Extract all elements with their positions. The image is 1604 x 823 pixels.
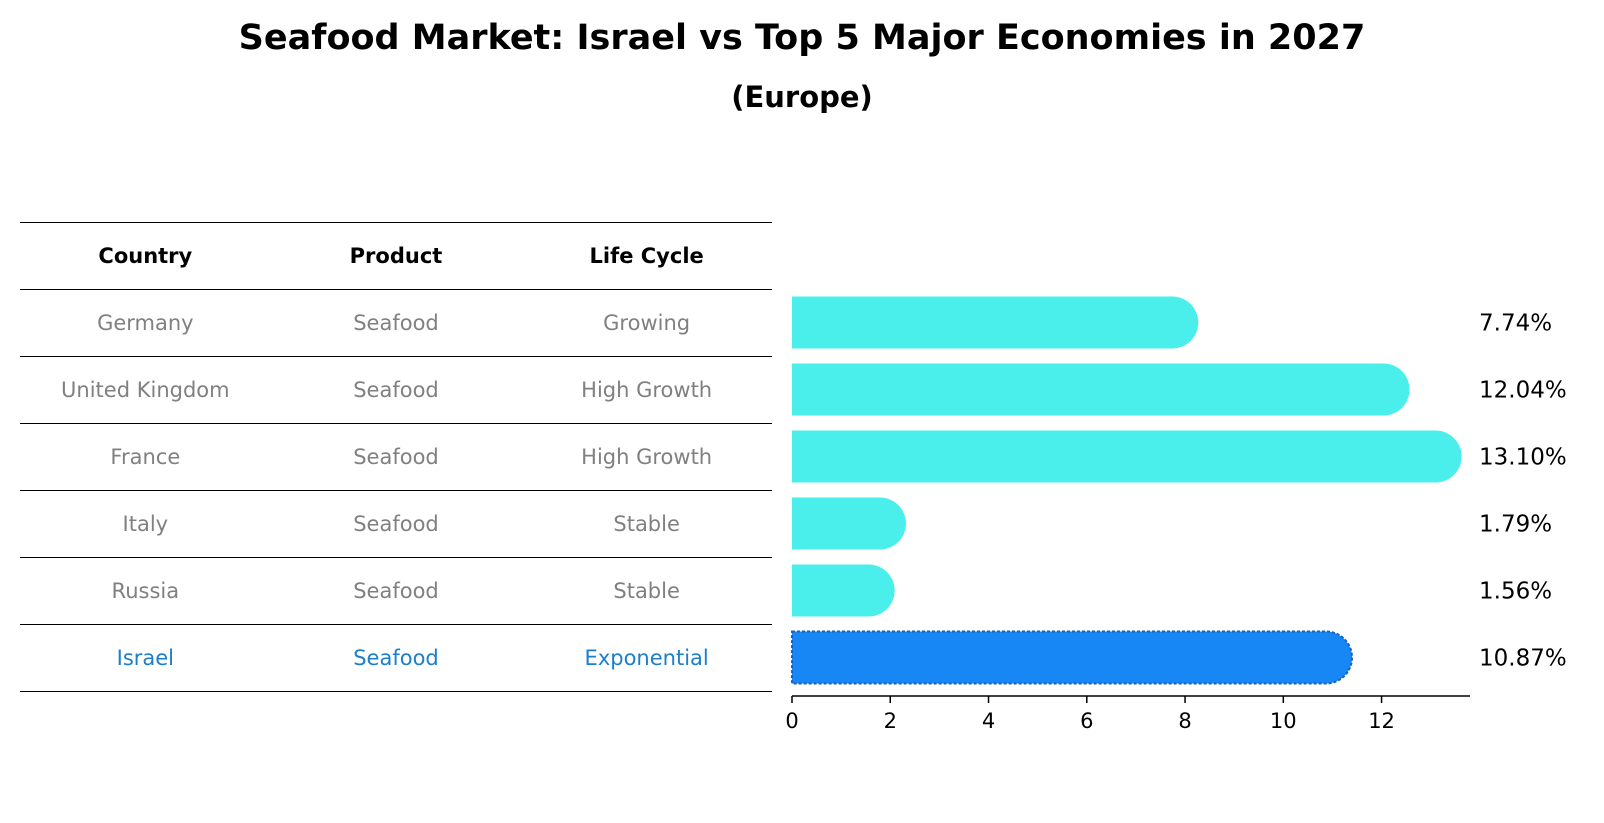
x-tick-label: 6: [1080, 709, 1093, 733]
cell-product: Seafood: [353, 311, 439, 335]
cell-product: Seafood: [353, 445, 439, 469]
cell-product: Seafood: [353, 512, 439, 536]
cell-life-cycle: Stable: [613, 512, 680, 536]
cell-life-cycle: Growing: [603, 311, 691, 335]
x-tick-label: 8: [1178, 709, 1191, 733]
header-life-cycle: Life Cycle: [589, 244, 704, 268]
cell-country: Russia: [111, 579, 180, 603]
cell-product: Seafood: [353, 646, 439, 670]
cell-life-cycle: Exponential: [584, 646, 709, 670]
chart-subtitle: (Europe): [731, 80, 873, 114]
x-tick-label: 0: [785, 709, 798, 733]
table-row-germany: Germany Seafood Growing: [20, 290, 772, 357]
table-row-united-kingdom: United Kingdom Seafood High Growth: [20, 357, 772, 424]
cell-life-cycle: Stable: [613, 579, 680, 603]
cell-country: Germany: [97, 311, 194, 335]
table-row-israel: Israel Seafood Exponential: [20, 625, 772, 692]
value-label-italy: 1.79%: [1479, 512, 1552, 538]
country-table: Country Product Life Cycle Germany Seafo…: [20, 222, 772, 692]
bar-russia: [792, 564, 895, 617]
x-tick-label: 12: [1368, 709, 1395, 733]
x-tick-label: 4: [982, 709, 995, 733]
value-label-germany: 7.74%: [1479, 311, 1552, 337]
table-row-italy: Italy Seafood Stable: [20, 491, 772, 558]
table-row-russia: Russia Seafood Stable: [20, 558, 772, 625]
header-product: Product: [349, 244, 443, 268]
cell-product: Seafood: [353, 378, 439, 402]
cell-country: Italy: [122, 512, 169, 536]
table-row-france: France Seafood High Growth: [20, 424, 772, 491]
header-country: Country: [98, 244, 193, 268]
cell-country: Israel: [116, 646, 175, 670]
cell-life-cycle: High Growth: [581, 445, 713, 469]
x-tick-label: 10: [1270, 709, 1297, 733]
bar-united-kingdom: [792, 363, 1410, 416]
value-label-israel: 10.87%: [1479, 646, 1567, 672]
bar-france: [792, 430, 1462, 483]
x-tick-label: 2: [884, 709, 897, 733]
value-label-united-kingdom: 12.04%: [1479, 378, 1567, 404]
chart-title: Seafood Market: Israel vs Top 5 Major Ec…: [238, 18, 1366, 58]
cell-life-cycle: High Growth: [581, 378, 713, 402]
value-label-russia: 1.56%: [1479, 579, 1552, 605]
value-label-france: 13.10%: [1479, 445, 1567, 471]
cell-product: Seafood: [353, 579, 439, 603]
bar-germany: [792, 296, 1199, 349]
cell-country: France: [110, 445, 181, 469]
cell-country: United Kingdom: [61, 378, 230, 402]
table-header-row: Country Product Life Cycle: [20, 222, 772, 290]
bar-israel: [791, 630, 1354, 685]
bar-italy: [792, 497, 906, 550]
